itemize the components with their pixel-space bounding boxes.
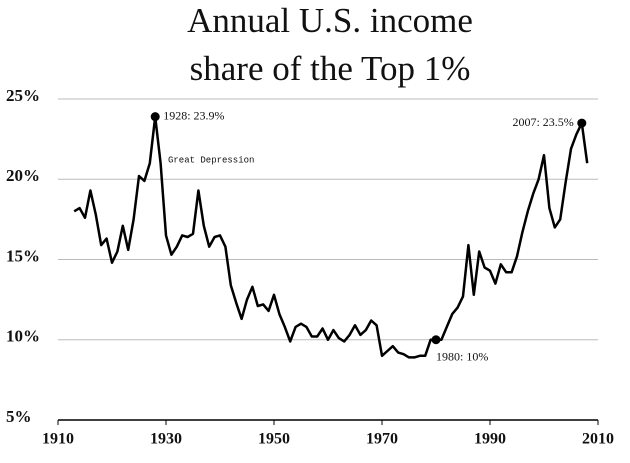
annotation-point xyxy=(150,112,160,122)
annotation: Great Depression xyxy=(168,155,254,165)
x-tick-label: 1970 xyxy=(366,431,398,448)
y-tick-label: 20% xyxy=(6,166,40,185)
x-tick-label: 1930 xyxy=(150,431,182,448)
annotation: 1928: 23.9% xyxy=(163,108,224,122)
y-tick-label: 10% xyxy=(6,327,40,346)
y-tick-label: 5% xyxy=(6,407,32,426)
annotation: 2007: 23.5% xyxy=(512,115,573,129)
annotation: 1980: 10% xyxy=(436,350,488,364)
y-tick-label: 15% xyxy=(6,246,40,265)
y-tick-label: 25% xyxy=(6,86,40,105)
x-tick-label: 1950 xyxy=(258,431,290,448)
data-line xyxy=(73,115,589,359)
x-tick-label: 2010 xyxy=(582,431,614,448)
annotation-point xyxy=(431,335,441,345)
chart-title: Annual U.S. income xyxy=(187,1,473,40)
x-tick-label: 1910 xyxy=(42,431,74,448)
chart-title: share of the Top 1% xyxy=(190,49,471,88)
annotation-point xyxy=(577,118,587,128)
x-tick-label: 1990 xyxy=(474,431,506,448)
